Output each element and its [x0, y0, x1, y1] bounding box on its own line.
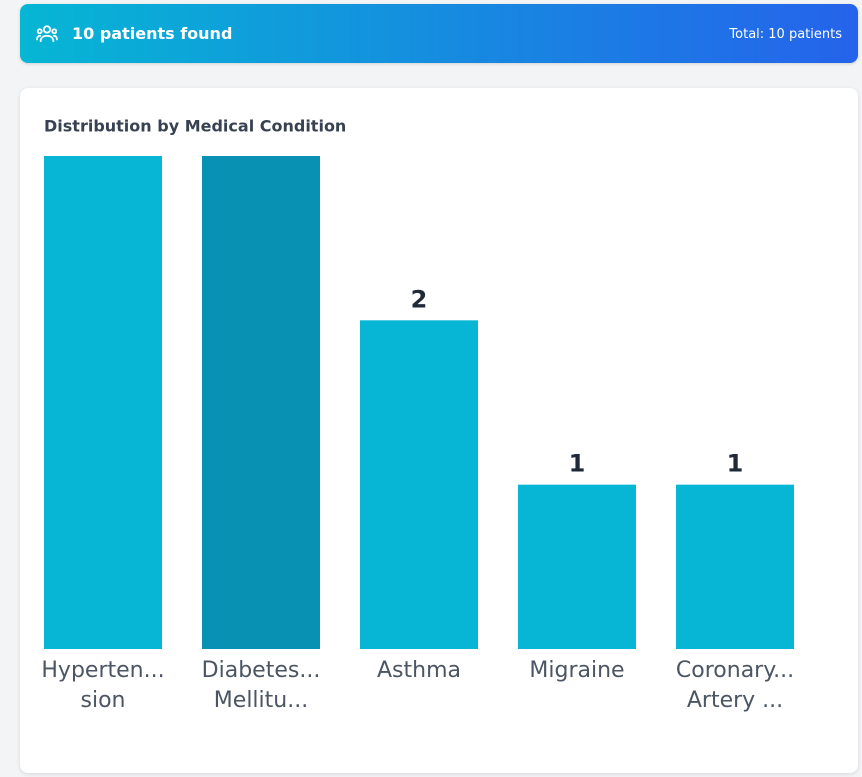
- x-tick-label: Mellitu...: [214, 688, 308, 713]
- results-header: 10 patients found Total: 10 patients: [20, 4, 858, 63]
- bar: [676, 484, 794, 649]
- value-label: 1: [727, 450, 744, 478]
- x-tick-label: Migraine: [529, 658, 624, 683]
- value-label: 2: [411, 285, 428, 313]
- results-count: 10 patients found: [72, 24, 233, 43]
- bar: [44, 156, 162, 649]
- bar: [202, 156, 320, 649]
- x-tick-label: Hyperten...: [41, 658, 164, 683]
- chart-title: Distribution by Medical Condition: [44, 117, 346, 136]
- results-total: Total: 10 patients: [729, 27, 842, 42]
- x-tick-label: Coronary...: [676, 658, 794, 683]
- bar: [518, 484, 636, 649]
- users-icon: [36, 25, 58, 43]
- value-label: 1: [569, 450, 586, 478]
- bar: [360, 320, 478, 649]
- x-tick-label: Asthma: [377, 658, 461, 683]
- x-tick-label: Diabetes...: [202, 658, 321, 683]
- x-tick-label: sion: [81, 688, 126, 713]
- x-tick-label: Artery ...: [687, 688, 783, 713]
